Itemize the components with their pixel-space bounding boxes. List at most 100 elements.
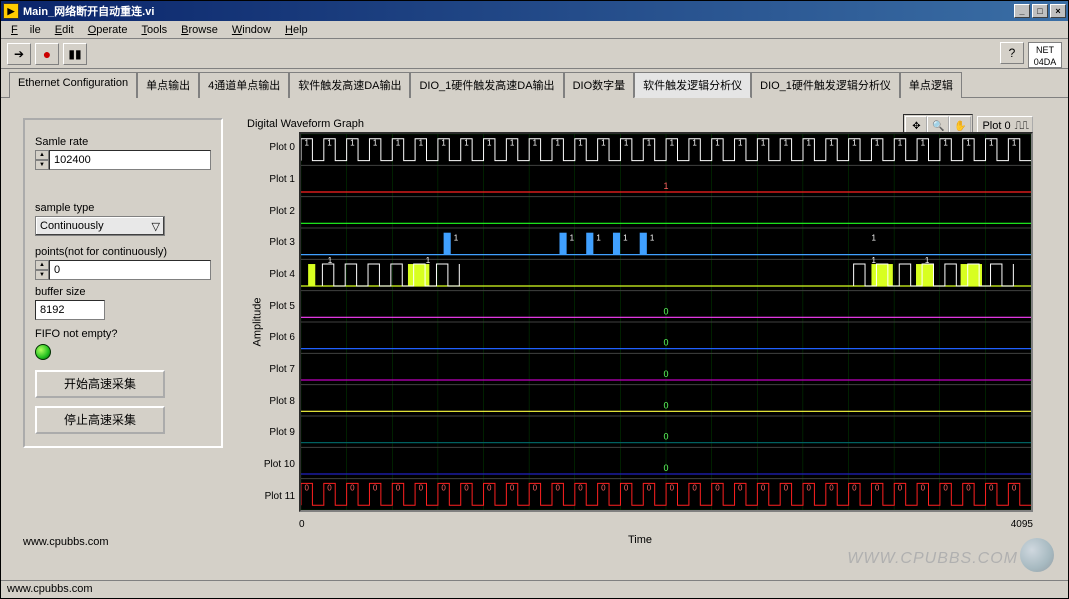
abort-button[interactable]: ●	[35, 43, 59, 65]
start-acquire-button[interactable]: 开始高速采集	[35, 370, 165, 398]
tab-1[interactable]: 单点输出	[137, 72, 199, 98]
svg-text:1: 1	[966, 139, 971, 148]
svg-text:1: 1	[350, 139, 355, 148]
svg-text:0: 0	[784, 483, 789, 492]
svg-text:0: 0	[761, 483, 766, 492]
svg-text:0: 0	[692, 483, 697, 492]
menu-browse[interactable]: Browse	[175, 22, 224, 38]
sample-rate-spinner[interactable]: ▲▼	[35, 150, 49, 170]
svg-text:1: 1	[670, 139, 675, 148]
svg-text:1: 1	[871, 234, 876, 243]
chevron-down-icon: ▽	[152, 220, 160, 233]
watermark: WWW.CPUBBS.COM	[847, 550, 1018, 568]
svg-text:0: 0	[350, 483, 355, 492]
tab-content: Samle rate ▲▼ sample type Continuously▽ …	[1, 98, 1068, 596]
minimize-button[interactable]: _	[1014, 4, 1030, 18]
svg-text:0: 0	[852, 483, 857, 492]
svg-text:1: 1	[1012, 139, 1017, 148]
menubar: File Edit Operate Tools Browse Window He…	[1, 21, 1068, 39]
sample-rate-input[interactable]	[49, 150, 211, 170]
svg-text:1: 1	[578, 139, 583, 148]
svg-text:1: 1	[738, 139, 743, 148]
svg-text:1: 1	[454, 234, 459, 243]
pause-button[interactable]: ▮▮	[63, 43, 87, 65]
sample-rate-label: Samle rate	[35, 136, 211, 148]
menu-operate[interactable]: Operate	[82, 22, 134, 38]
points-spinner[interactable]: ▲▼	[35, 260, 49, 280]
svg-text:1: 1	[328, 256, 333, 265]
svg-text:1: 1	[829, 139, 834, 148]
fifo-led	[35, 344, 51, 360]
waveform-graph[interactable]: 1111111111111111111111111111111111111111…	[299, 132, 1033, 512]
tab-4[interactable]: DIO_1硬件触发高速DA输出	[410, 72, 563, 98]
fifo-label: FIFO not empty?	[35, 328, 211, 340]
svg-text:0: 0	[663, 400, 668, 410]
svg-text:0: 0	[1012, 483, 1017, 492]
tab-2[interactable]: 4通道单点输出	[199, 72, 289, 98]
stop-acquire-button[interactable]: 停止高速采集	[35, 406, 165, 434]
tab-7[interactable]: DIO_1硬件触发逻辑分析仪	[751, 72, 900, 98]
tab-0[interactable]: Ethernet Configuration	[9, 72, 137, 98]
menu-tools[interactable]: Tools	[135, 22, 173, 38]
maximize-button[interactable]: □	[1032, 4, 1048, 18]
plot-label-10: Plot 10	[247, 449, 295, 481]
menu-help[interactable]: Help	[279, 22, 314, 38]
plot-label-9: Plot 9	[247, 417, 295, 449]
svg-text:0: 0	[441, 483, 446, 492]
sample-type-combo[interactable]: Continuously▽	[35, 216, 165, 236]
tab-3[interactable]: 软件触发高速DA输出	[289, 72, 410, 98]
svg-text:1: 1	[943, 139, 948, 148]
svg-text:1: 1	[875, 139, 880, 148]
sample-type-label: sample type	[35, 202, 211, 214]
plot-label-4: Plot 4	[247, 259, 295, 291]
tab-8[interactable]: 单点逻辑	[900, 72, 962, 98]
run-button[interactable]: ➔	[7, 43, 31, 65]
svg-text:0: 0	[829, 483, 834, 492]
plot-label-0: Plot 0	[247, 132, 295, 164]
tab-6[interactable]: 软件触发逻辑分析仪	[634, 72, 751, 98]
svg-text:0: 0	[663, 306, 668, 316]
svg-text:0: 0	[966, 483, 971, 492]
svg-text:1: 1	[533, 139, 538, 148]
y-axis-label: Amplitude	[251, 298, 263, 347]
menu-window[interactable]: Window	[226, 22, 277, 38]
svg-text:1: 1	[373, 139, 378, 148]
svg-text:1: 1	[426, 256, 431, 265]
svg-text:1: 1	[623, 234, 628, 243]
svg-text:0: 0	[533, 483, 538, 492]
points-input[interactable]	[49, 260, 211, 280]
svg-text:1: 1	[555, 139, 560, 148]
plot-label-2: Plot 2	[247, 195, 295, 227]
svg-text:1: 1	[304, 139, 309, 148]
svg-text:0: 0	[327, 483, 332, 492]
menu-file[interactable]: File	[5, 22, 47, 38]
svg-text:0: 0	[989, 483, 994, 492]
plot-label-3: Plot 3	[247, 227, 295, 259]
svg-text:1: 1	[852, 139, 857, 148]
buffer-input[interactable]	[35, 300, 105, 320]
svg-text:0: 0	[943, 483, 948, 492]
titlebar: ▶ Main_网络断开自动重连.vi _ □ ×	[1, 1, 1068, 21]
tabstrip: Ethernet Configuration单点输出4通道单点输出软件触发高速D…	[1, 69, 1068, 98]
svg-text:0: 0	[624, 483, 629, 492]
svg-text:1: 1	[784, 139, 789, 148]
svg-text:0: 0	[738, 483, 743, 492]
plot-label-11: Plot 11	[247, 480, 295, 512]
statusbar: www.cpubbs.com	[1, 580, 1068, 598]
svg-text:0: 0	[578, 483, 583, 492]
waveform-icon: ⎍⎍	[1015, 119, 1028, 133]
svg-text:1: 1	[510, 139, 515, 148]
svg-text:1: 1	[650, 234, 655, 243]
svg-text:1: 1	[663, 181, 668, 191]
controls-cluster: Samle rate ▲▼ sample type Continuously▽ …	[23, 118, 223, 448]
svg-text:0: 0	[875, 483, 880, 492]
menu-edit[interactable]: Edit	[49, 22, 80, 38]
help-context-button[interactable]: ?	[1000, 42, 1024, 64]
svg-text:1: 1	[327, 139, 332, 148]
tab-5[interactable]: DIO数字量	[564, 72, 635, 98]
svg-text:0: 0	[670, 483, 675, 492]
points-label: points(not for continuously)	[35, 246, 211, 258]
svg-text:0: 0	[715, 483, 720, 492]
close-button[interactable]: ×	[1050, 4, 1066, 18]
svg-text:1: 1	[921, 139, 926, 148]
